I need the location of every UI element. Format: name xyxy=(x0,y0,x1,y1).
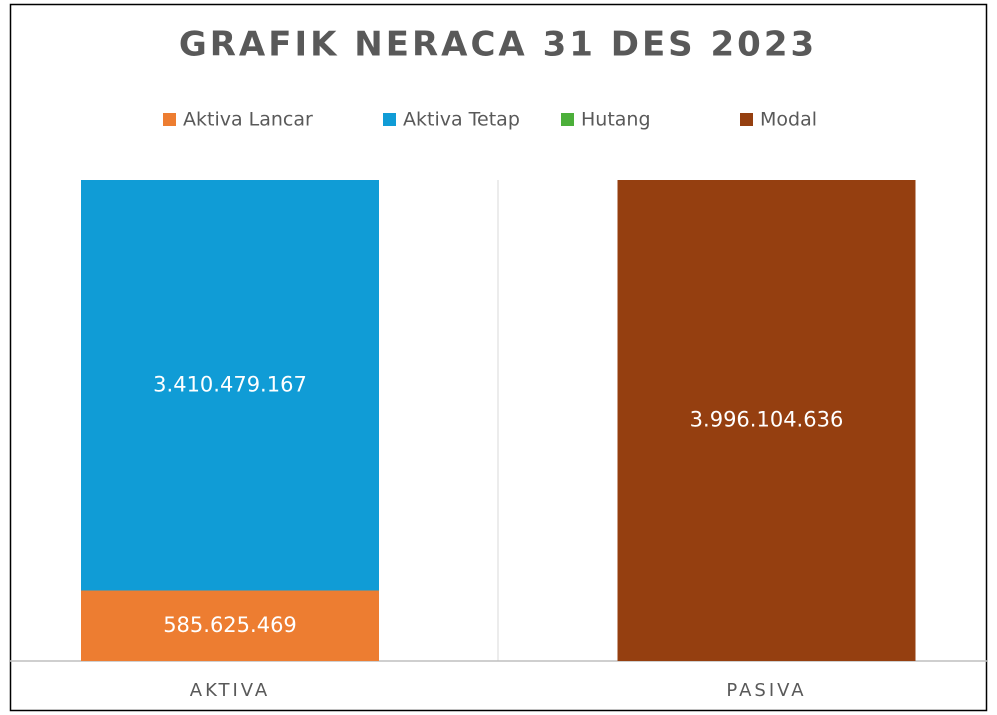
legend-label: Hutang xyxy=(581,109,651,131)
bar-segment xyxy=(81,590,379,661)
legend-swatch xyxy=(383,113,396,126)
data-label: 3.410.479.167 xyxy=(153,372,307,396)
data-label: 3.996.104.636 xyxy=(690,408,844,432)
legend-label: Modal xyxy=(760,109,817,131)
legend-swatch xyxy=(740,113,753,126)
legend-label: Aktiva Lancar xyxy=(183,109,313,131)
legend-swatch xyxy=(561,113,574,126)
chart-title: GRAFIK NERACA 31 DES 2023 xyxy=(179,25,817,65)
bar-segment xyxy=(81,180,379,591)
x-tick-label: PASIVA xyxy=(726,680,806,701)
legend-swatch xyxy=(163,113,176,126)
legend-label: Aktiva Tetap xyxy=(403,109,520,131)
bar-segment xyxy=(617,180,916,661)
x-tick-label: AKTIVA xyxy=(190,680,271,701)
data-label: 585.625.469 xyxy=(163,613,297,637)
